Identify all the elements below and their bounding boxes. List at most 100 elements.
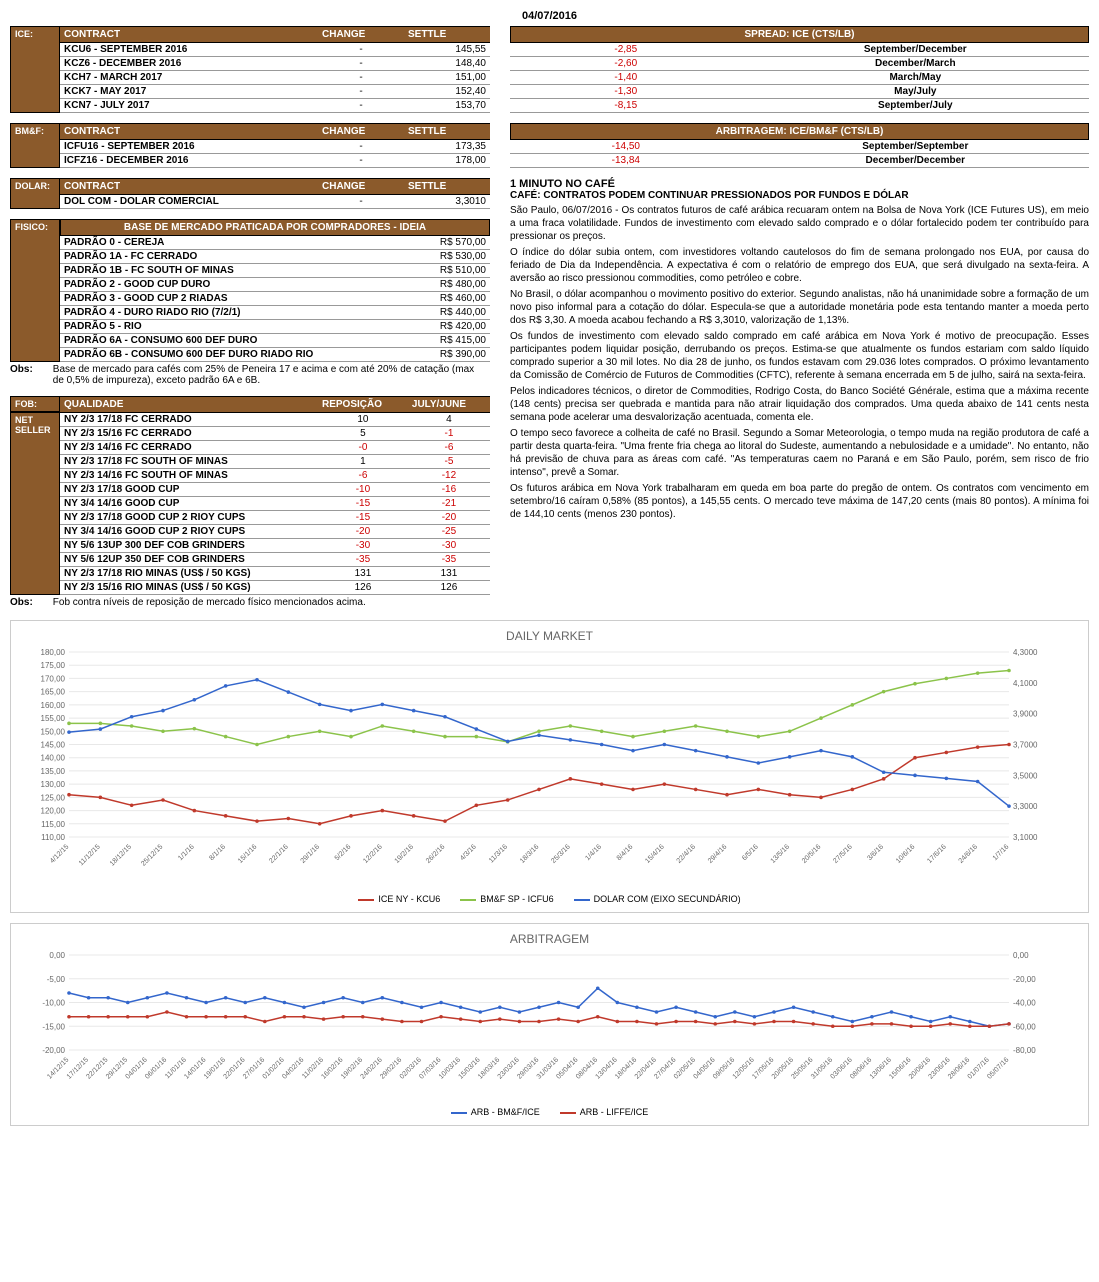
svg-text:26/2/16: 26/2/16 — [425, 843, 447, 865]
fisico-table: PADRÃO 0 - CEREJAR$ 570,00PADRÃO 1A - FC… — [60, 236, 490, 362]
svg-text:6/5/16: 6/5/16 — [741, 843, 760, 862]
article-title: 1 MINUTO NO CAFÉ — [510, 178, 1089, 190]
svg-text:0,00: 0,00 — [49, 951, 65, 960]
dolar-label: DOLAR: — [10, 178, 60, 209]
svg-text:27/5/16: 27/5/16 — [832, 843, 854, 865]
svg-text:8/1/16: 8/1/16 — [208, 843, 227, 862]
chart1-title: DAILY MARKET — [19, 629, 1080, 643]
svg-text:145,00: 145,00 — [41, 741, 66, 750]
fob-obs: Obs: Fob contra níveis de reposição de m… — [10, 595, 490, 610]
svg-text:24/6/16: 24/6/16 — [958, 843, 980, 865]
obs-label-2: Obs: — [10, 597, 50, 608]
svg-text:5/2/16: 5/2/16 — [334, 843, 353, 862]
ice-label: ICE: — [10, 26, 60, 113]
svg-text:11/3/16: 11/3/16 — [488, 843, 509, 864]
spread-title: SPREAD: ICE (CTS/LB) — [510, 26, 1089, 43]
svg-text:155,00: 155,00 — [41, 714, 66, 723]
article-subtitle: CAFÉ: CONTRATOS PODEM CONTINUAR PRESSION… — [510, 190, 1089, 201]
svg-text:4,1000: 4,1000 — [1013, 679, 1038, 688]
article-body: São Paulo, 06/07/2016 - Os contratos fut… — [510, 204, 1089, 521]
svg-text:-10,00: -10,00 — [42, 999, 65, 1008]
bmf-block: BM&F: CONTRACTCHANGESETTLEICFU16 - SEPTE… — [10, 123, 490, 168]
ice-block: ICE: CONTRACTCHANGESETTLEKCU6 - SEPTEMBE… — [10, 26, 490, 113]
svg-text:-40,00: -40,00 — [1013, 999, 1036, 1008]
svg-text:25/3/16: 25/3/16 — [550, 843, 572, 865]
fisico-title: BASE DE MERCADO PRATICADA POR COMPRADORE… — [60, 219, 490, 236]
fisico-obs-text: Base de mercado para cafés com 25% de Pe… — [53, 364, 483, 386]
svg-text:8/4/16: 8/4/16 — [616, 843, 635, 862]
svg-text:25/12/15: 25/12/15 — [140, 843, 164, 867]
svg-text:10/6/16: 10/6/16 — [895, 843, 917, 865]
fob-table: QUALIDADEREPOSIÇÃOJULY/JUNENY 2/3 17/18 … — [60, 396, 490, 595]
svg-text:4,3000: 4,3000 — [1013, 648, 1038, 657]
svg-text:3,9000: 3,9000 — [1013, 710, 1038, 719]
arbitragem-table: -14,50September/September-13,84December/… — [510, 140, 1089, 168]
svg-text:110,00: 110,00 — [41, 833, 65, 842]
svg-text:4/3/16: 4/3/16 — [459, 843, 478, 862]
svg-text:1/7/16: 1/7/16 — [992, 843, 1011, 862]
arbitragem-title: ARBITRAGEM: ICE/BM&F (CTS/LB) — [510, 123, 1089, 140]
svg-text:125,00: 125,00 — [41, 793, 66, 802]
svg-text:115,00: 115,00 — [41, 820, 65, 829]
chart1-svg: 180,00 175,00 170,00 165,00 160,00 155,00 150,… — [19, 647, 1059, 887]
obs-label: Obs: — [10, 364, 50, 375]
arbitragem-chart: ARBITRAGEM 0,00 -5,00 -10,00 -15,00 -20,00 0,… — [10, 923, 1089, 1126]
svg-text:22/4/16: 22/4/16 — [676, 843, 698, 865]
fob-block: FOB: NET SELLER QUALIDADEREPOSIÇÃOJULY/J… — [10, 396, 490, 595]
svg-text:165,00: 165,00 — [41, 688, 66, 697]
fisico-label: FISICO: — [10, 219, 60, 362]
svg-text:1/4/16: 1/4/16 — [584, 843, 603, 862]
dolar-table: CONTRACTCHANGESETTLEDOL COM - DOLAR COME… — [60, 178, 490, 209]
svg-text:0,00: 0,00 — [1013, 951, 1029, 960]
svg-text:150,00: 150,00 — [41, 727, 66, 736]
svg-text:18/12/15: 18/12/15 — [109, 843, 133, 867]
svg-text:1/1/16: 1/1/16 — [177, 843, 196, 862]
chart2-title: ARBITRAGEM — [19, 932, 1080, 946]
svg-text:13/5/16: 13/5/16 — [770, 843, 792, 865]
svg-text:-5,00: -5,00 — [47, 975, 66, 984]
fob-side-label: NET SELLER — [10, 412, 60, 595]
svg-text:18/3/16: 18/3/16 — [519, 843, 541, 865]
svg-text:160,00: 160,00 — [41, 701, 66, 710]
svg-text:3,1000: 3,1000 — [1013, 833, 1038, 842]
svg-text:180,00: 180,00 — [41, 648, 66, 657]
svg-text:22/1/16: 22/1/16 — [268, 843, 290, 865]
svg-text:29/4/16: 29/4/16 — [707, 843, 729, 865]
svg-text:19/2/16: 19/2/16 — [394, 843, 416, 865]
chart1-legend: ICE NY - KCU6BM&F SP - ICFU6DOLAR COM (E… — [19, 894, 1080, 904]
ice-table: CONTRACTCHANGESETTLEKCU6 - SEPTEMBER 201… — [60, 26, 490, 113]
svg-text:05/07/16: 05/07/16 — [986, 1056, 1010, 1080]
svg-text:-60,00: -60,00 — [1013, 1022, 1036, 1031]
svg-text:-20,00: -20,00 — [42, 1046, 65, 1055]
bmf-label: BM&F: — [10, 123, 60, 168]
svg-text:135,00: 135,00 — [41, 767, 66, 776]
svg-text:15/4/16: 15/4/16 — [644, 843, 666, 865]
svg-text:175,00: 175,00 — [41, 661, 66, 670]
fisico-obs: Obs: Base de mercado para cafés com 25% … — [10, 362, 490, 388]
svg-text:29/1/16: 29/1/16 — [300, 843, 322, 865]
svg-text:15/1/16: 15/1/16 — [237, 843, 259, 865]
fob-obs-text: Fob contra níveis de reposição de mercad… — [53, 597, 366, 608]
svg-text:17/6/16: 17/6/16 — [926, 843, 948, 865]
dolar-block: DOLAR: CONTRACTCHANGESETTLEDOL COM - DOL… — [10, 178, 490, 209]
chart2-legend: ARB - BM&F/ICEARB - LIFFE/ICE — [19, 1107, 1080, 1117]
fisico-block: FISICO: BASE DE MERCADO PRATICADA POR CO… — [10, 219, 490, 362]
svg-text:3,3000: 3,3000 — [1013, 802, 1038, 811]
svg-text:120,00: 120,00 — [41, 807, 66, 816]
svg-text:-80,00: -80,00 — [1013, 1046, 1036, 1055]
chart2-svg: 0,00-5,00-10,00-15,00-20,000,00-20,00-40… — [19, 950, 1059, 1100]
svg-text:-15,00: -15,00 — [42, 1022, 65, 1031]
bmf-table: CONTRACTCHANGESETTLEICFU16 - SEPTEMBER 2… — [60, 123, 490, 168]
svg-text:170,00: 170,00 — [41, 674, 66, 683]
fob-label: FOB: — [10, 396, 60, 412]
svg-text:4/12/15: 4/12/15 — [49, 843, 71, 865]
svg-text:140,00: 140,00 — [41, 754, 66, 763]
svg-text:3,5000: 3,5000 — [1013, 771, 1038, 780]
svg-text:3,7000: 3,7000 — [1013, 741, 1038, 750]
svg-text:3/6/16: 3/6/16 — [866, 843, 885, 862]
spread-table: -2,85September/December-2,60December/Mar… — [510, 43, 1089, 113]
svg-text:130,00: 130,00 — [41, 780, 66, 789]
svg-text:20/5/16: 20/5/16 — [801, 843, 823, 865]
daily-market-chart: DAILY MARKET 180,00 175,00 170,00 165,00 160… — [10, 620, 1089, 913]
report-date: 04/07/2016 — [10, 10, 1089, 22]
